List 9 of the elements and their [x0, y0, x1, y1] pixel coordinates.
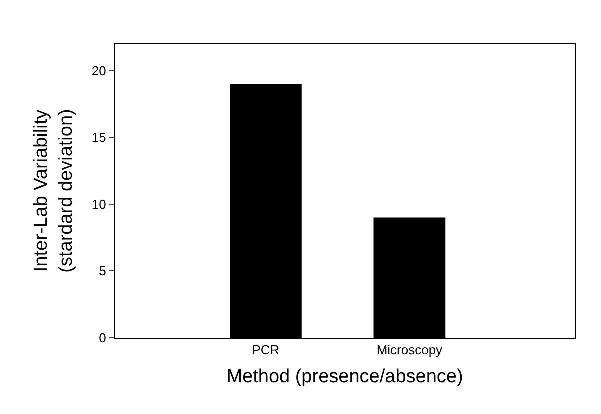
y-tick-label: 20	[92, 63, 106, 78]
x-tick-label: Microscopy	[376, 342, 444, 358]
y-tick-label: 15	[92, 130, 106, 146]
x-axis-title: Method (presence/absence)	[226, 366, 464, 388]
y-axis-title: Inter-Lab Variability (stardard deviation)	[31, 109, 77, 273]
x-tick-label: PCR	[252, 342, 280, 358]
y-tick-label: 0	[99, 330, 106, 346]
y-tick-label: 5	[99, 264, 106, 279]
y-tick-label: 10	[92, 196, 106, 212]
